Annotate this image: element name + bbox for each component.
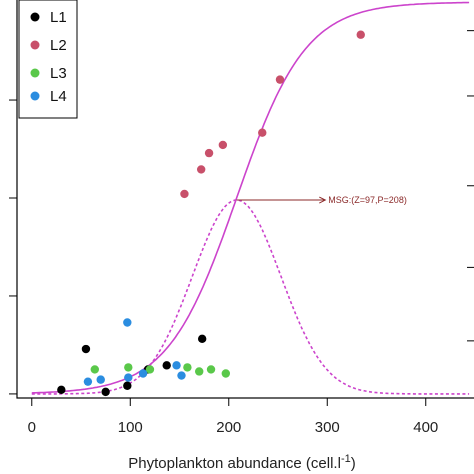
annotation: MSG:(Z=97,P=208) [236, 195, 407, 205]
sigmoid-curve [31, 1, 470, 394]
data-point-l3 [206, 365, 216, 374]
data-point-l3 [124, 363, 133, 372]
x-axis: 0 100 200 300 400 [28, 398, 438, 436]
legend-label-l3: L3 [50, 65, 67, 82]
legend-marker-l3 [30, 68, 40, 78]
data-point-l1 [101, 387, 110, 397]
data-point-l2 [356, 30, 365, 39]
data-point-l3 [195, 367, 204, 376]
right-axis-ticks [467, 30, 474, 342]
data-point-l4 [177, 371, 186, 380]
data-point-l3 [90, 365, 100, 374]
data-point-l4 [138, 369, 148, 378]
data-point-l1 [162, 361, 171, 370]
legend-label-l4: L4 [50, 88, 67, 105]
data-point-l1 [123, 381, 132, 390]
data-point-l4 [172, 361, 181, 370]
x-tick-label: 400 [413, 419, 438, 436]
data-points [57, 30, 365, 397]
data-point-l2 [218, 140, 228, 150]
bell-curve [31, 199, 470, 395]
annotation-text: MSG:(Z=97,P=208) [328, 195, 407, 205]
legend-label-l1: L1 [50, 9, 67, 26]
data-point-l2 [204, 148, 214, 158]
x-axis-title-close: ) [351, 455, 356, 472]
data-point-l2 [275, 75, 285, 84]
data-point-l4 [83, 377, 93, 386]
x-axis-title: Phytoplankton abundance (cell.l-1) [128, 453, 355, 472]
data-point-l3 [145, 365, 155, 374]
data-point-l4 [124, 373, 133, 382]
legend-label-l2: L2 [50, 37, 67, 54]
x-tick-label: 100 [118, 419, 143, 436]
left-axis-ticks [9, 99, 17, 395]
x-tick-label: 200 [216, 419, 241, 436]
x-axis-title-superscript: -1 [341, 453, 351, 465]
legend-box [18, 0, 78, 119]
x-axis-title-main: Phytoplankton abundance (cell.l [128, 455, 341, 472]
data-point-l3 [183, 363, 192, 372]
data-point-l1 [57, 385, 66, 395]
legend: L1 L2 L3 L4 [18, 0, 78, 119]
data-point-l1 [197, 334, 207, 344]
x-tick-label: 300 [315, 419, 340, 436]
x-tick-label: 0 [28, 419, 36, 436]
data-point-l2 [180, 189, 189, 199]
data-point-l4 [123, 318, 132, 327]
data-point-l1 [81, 344, 91, 354]
annotation-arrowhead [319, 196, 327, 204]
legend-marker-l4 [30, 91, 40, 101]
data-point-l3 [221, 369, 231, 378]
data-point-l2 [196, 165, 206, 174]
legend-marker-l2 [30, 40, 40, 50]
data-point-l4 [96, 375, 105, 384]
data-point-l2 [258, 128, 267, 137]
legend-marker-l1 [30, 12, 40, 22]
